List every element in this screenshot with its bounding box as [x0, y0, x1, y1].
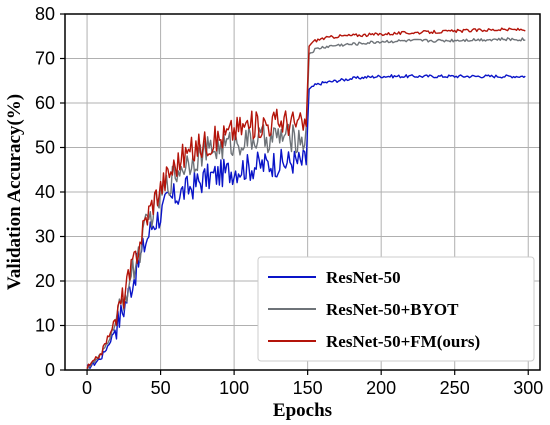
legend-label: ResNet-50+FM(ours) [326, 332, 480, 351]
y-tick-label: 70 [35, 49, 55, 69]
y-tick-label: 30 [35, 227, 55, 247]
y-tick-label: 10 [35, 316, 55, 336]
series-lines [86, 27, 526, 371]
y-tick-label: 20 [35, 271, 55, 291]
legend-box [257, 256, 535, 362]
x-tick-label: 0 [82, 378, 92, 398]
legend-label: ResNet-50+BYOT [326, 300, 459, 319]
y-tick-label: 60 [35, 93, 55, 113]
x-tick-label: 300 [513, 378, 543, 398]
x-tick-label: 50 [151, 378, 171, 398]
x-tick-label: 200 [366, 378, 396, 398]
series-line-1 [86, 74, 526, 369]
y-axis-label: Validation Accuracy(%) [4, 94, 25, 290]
x-tick-label: 150 [293, 378, 323, 398]
x-tick-label: 100 [219, 378, 249, 398]
x-tick-label: 250 [440, 378, 470, 398]
axis-ticks: 0 50 100 150 200 250 300 0 10 20 30 40 50 60 70 80 [35, 4, 543, 398]
y-tick-label: 50 [35, 138, 55, 158]
legend-label: ResNet-50 [326, 268, 401, 287]
series-line-3 [86, 27, 526, 369]
y-tick-label: 40 [35, 182, 55, 202]
x-axis-label: Epochs [273, 400, 332, 421]
legend: ResNet-50 ResNet-50+BYOT ResNet-50+FM(ours… [257, 256, 535, 362]
y-tick-label: 0 [45, 360, 55, 380]
y-tick-label: 80 [35, 4, 55, 24]
